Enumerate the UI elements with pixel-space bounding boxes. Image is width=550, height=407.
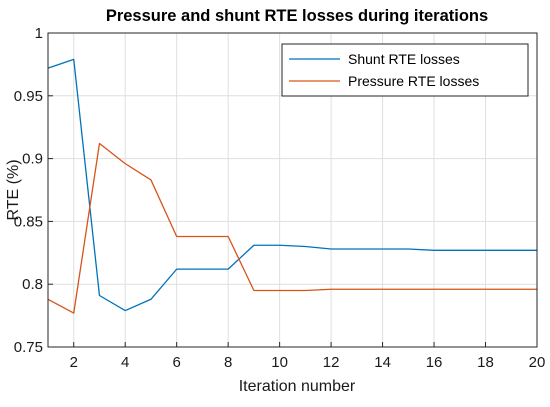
legend-label-shunt: Shunt RTE losses	[348, 51, 460, 67]
x-tick-label: 8	[224, 354, 232, 371]
x-tick-label: 14	[374, 354, 391, 371]
series-lines	[47, 58, 537, 314]
x-tick-label: 12	[323, 354, 340, 371]
y-tick-label: 1	[35, 25, 43, 42]
legend: Shunt RTE losses Pressure RTE losses	[281, 43, 529, 97]
x-tick-label: 16	[426, 354, 443, 371]
legend-box	[281, 43, 529, 97]
chart-title: Pressure and shunt RTE losses during ite…	[106, 7, 488, 25]
y-tick-label: 0.8	[22, 276, 43, 293]
x-tick-label: 6	[173, 354, 181, 371]
series-line-pressure	[47, 142, 537, 314]
legend-label-pressure: Pressure RTE losses	[348, 73, 479, 89]
y-tick-label: 0.85	[14, 213, 43, 230]
y-tick-label: 0.95	[14, 88, 43, 105]
x-tick-label: 18	[477, 354, 494, 371]
y-axis-label: RTE (%)	[5, 159, 22, 220]
y-tick-label: 0.75	[14, 339, 43, 356]
x-tick-label: 2	[70, 354, 78, 371]
x-tick-label: 20	[529, 354, 546, 371]
x-tick-label: 4	[121, 354, 129, 371]
series-line-shunt	[47, 58, 537, 312]
axis-ticks: 2 4 6 8 10 12 14 16 18 20 0.75 0.8 0.85 0.9 0.95 1	[14, 25, 546, 371]
x-axis-label: Iteration number	[239, 378, 356, 395]
plot-frame	[47, 32, 538, 348]
x-tick-label: 10	[271, 354, 288, 371]
y-tick-label: 0.9	[22, 151, 43, 168]
